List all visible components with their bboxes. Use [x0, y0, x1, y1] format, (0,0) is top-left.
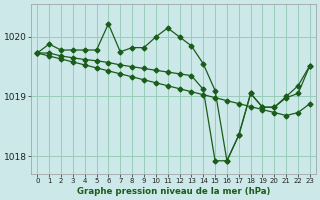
X-axis label: Graphe pression niveau de la mer (hPa): Graphe pression niveau de la mer (hPa)	[77, 187, 270, 196]
